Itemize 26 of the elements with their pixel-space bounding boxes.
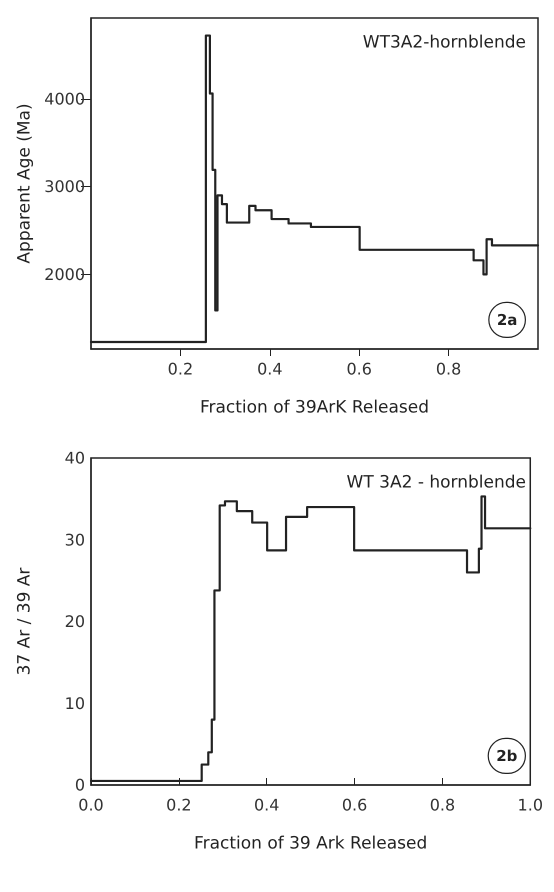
x-tick-label: 0.4 [254, 796, 280, 814]
y-tick-label: 0 [74, 776, 85, 794]
x-axis-title: Fraction of 39ArK Released [200, 398, 430, 418]
x-tick-label: 0.6 [342, 796, 368, 814]
annotation: 2a [496, 310, 518, 329]
annotation: WT3A2-hornblende [362, 32, 526, 52]
y-tick-label: 40 [64, 448, 85, 468]
y-tick-label: 30 [64, 530, 85, 550]
y-axis-title: Apparent Age (Ma) [14, 103, 34, 264]
x-tick-label: 1.0 [518, 796, 544, 814]
x-tick-label: 0.2 [166, 796, 192, 814]
y-tick-label: 4000 [44, 89, 85, 108]
y-axis-title: 37 Ar / 39 Ar [14, 568, 34, 676]
x-tick-label: 0.6 [346, 360, 372, 378]
y-tick-label: 10 [64, 694, 85, 713]
x-tick-label: 0.2 [168, 360, 194, 378]
y-tick-label: 20 [64, 612, 85, 631]
annotation: WT 3A2 - hornblende [346, 472, 526, 492]
x-tick-label: 0.8 [436, 360, 462, 378]
annotation: 2b [496, 746, 518, 765]
y-tick-label: 3000 [44, 177, 85, 196]
x-tick-label: 0.0 [78, 796, 104, 814]
y-tick-label: 2000 [44, 264, 85, 284]
x-tick-label: 0.8 [430, 796, 456, 814]
x-axis-title: Fraction of 39 Ark Released [194, 834, 428, 854]
x-tick-label: 0.4 [257, 360, 283, 378]
